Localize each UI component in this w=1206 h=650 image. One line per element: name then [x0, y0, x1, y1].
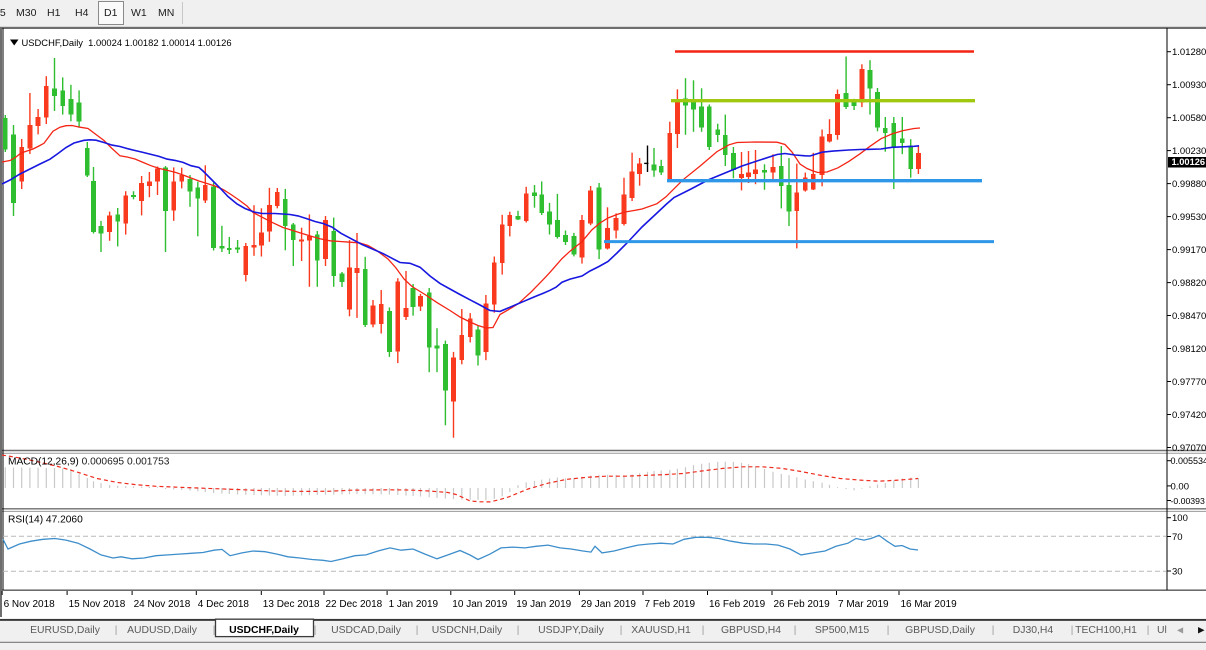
svg-text:SP500,M15: SP500,M15	[815, 625, 870, 636]
svg-text:6 Nov 2018: 6 Nov 2018	[4, 599, 56, 610]
svg-text:|: |	[992, 625, 995, 636]
svg-text:|: |	[115, 625, 118, 636]
svg-text:26 Feb 2019: 26 Feb 2019	[774, 599, 831, 610]
svg-text:22 Dec 2018: 22 Dec 2018	[326, 599, 383, 610]
svg-text:USDCNH,Daily: USDCNH,Daily	[432, 625, 503, 636]
svg-text:16 Feb 2019: 16 Feb 2019	[709, 599, 766, 610]
svg-text:0.98470: 0.98470	[1172, 311, 1206, 322]
svg-text:1.00580: 1.00580	[1172, 113, 1206, 124]
svg-text:0.97770: 0.97770	[1172, 377, 1206, 388]
svg-text:7 Feb 2019: 7 Feb 2019	[645, 599, 696, 610]
svg-text:1 Jan 2019: 1 Jan 2019	[389, 599, 439, 610]
svg-text:USDCHF,Daily 1.00024 1.00182: USDCHF,Daily 1.00024 1.00182 1.00014 1.0…	[22, 37, 232, 48]
svg-text:AUDUSD,Daily: AUDUSD,Daily	[127, 625, 198, 636]
svg-text:0.00: 0.00	[1171, 481, 1190, 492]
svg-text:16 Mar 2019: 16 Mar 2019	[901, 599, 958, 610]
svg-text:|: |	[702, 625, 705, 636]
svg-text:0.97070: 0.97070	[1172, 443, 1206, 454]
svg-text:▶: ▶	[1198, 625, 1205, 635]
svg-text:24 Nov 2018: 24 Nov 2018	[134, 599, 191, 610]
svg-text:1.00126: 1.00126	[1172, 157, 1206, 167]
svg-text:|: |	[887, 625, 890, 636]
svg-text:13 Dec 2018: 13 Dec 2018	[263, 599, 320, 610]
svg-text:10 Jan 2019: 10 Jan 2019	[452, 599, 507, 610]
svg-text:0.97420: 0.97420	[1172, 410, 1206, 421]
svg-text:Ul: Ul	[1157, 625, 1167, 636]
svg-text:4 Dec 2018: 4 Dec 2018	[198, 599, 250, 610]
svg-text:0.99530: 0.99530	[1172, 212, 1206, 223]
svg-text:|: |	[794, 625, 797, 636]
svg-text:1.01280: 1.01280	[1172, 47, 1206, 58]
svg-text:0.99880: 0.99880	[1172, 179, 1206, 190]
svg-text:GBPUSD,Daily: GBPUSD,Daily	[905, 625, 976, 636]
svg-text:19 Jan 2019: 19 Jan 2019	[516, 599, 571, 610]
svg-text:|: |	[1071, 625, 1074, 636]
svg-text:1.00930: 1.00930	[1172, 80, 1206, 91]
svg-text:USDCHF,Daily: USDCHF,Daily	[229, 625, 299, 636]
svg-text:EURUSD,Daily: EURUSD,Daily	[30, 625, 101, 636]
svg-text:MACD(12,26,9) 0.000695 0.00175: MACD(12,26,9) 0.000695 0.001753	[8, 457, 170, 468]
svg-text:70: 70	[1172, 532, 1183, 543]
svg-text:0.005534: 0.005534	[1171, 456, 1206, 466]
svg-text:DJ30,H4: DJ30,H4	[1013, 625, 1054, 636]
svg-text:15 Nov 2018: 15 Nov 2018	[69, 599, 126, 610]
svg-text:◀: ◀	[1177, 626, 1184, 635]
svg-text:0.98820: 0.98820	[1172, 278, 1206, 289]
svg-text:TECH100,H1: TECH100,H1	[1075, 625, 1137, 636]
svg-text:1.00230: 1.00230	[1172, 146, 1206, 157]
svg-text:|: |	[620, 625, 623, 636]
svg-text:XAUUSD,H1: XAUUSD,H1	[631, 625, 691, 636]
svg-text:|: |	[416, 625, 419, 636]
svg-text:30: 30	[1172, 566, 1183, 577]
svg-text:29 Jan 2019: 29 Jan 2019	[581, 599, 636, 610]
svg-text:RSI(14) 47.2060: RSI(14) 47.2060	[8, 515, 83, 526]
svg-text:7 Mar 2019: 7 Mar 2019	[838, 599, 889, 610]
svg-text:|: |	[517, 625, 520, 636]
svg-text:0.99170: 0.99170	[1172, 245, 1206, 256]
svg-text:100: 100	[1172, 513, 1188, 524]
svg-text:USDCAD,Daily: USDCAD,Daily	[331, 625, 402, 636]
svg-text:-0.00393: -0.00393	[1171, 496, 1205, 506]
svg-text:GBPUSD,H4: GBPUSD,H4	[721, 625, 781, 636]
svg-text:0.98120: 0.98120	[1172, 344, 1206, 355]
svg-text:USDJPY,Daily: USDJPY,Daily	[538, 625, 604, 636]
svg-text:|: |	[1147, 625, 1150, 636]
